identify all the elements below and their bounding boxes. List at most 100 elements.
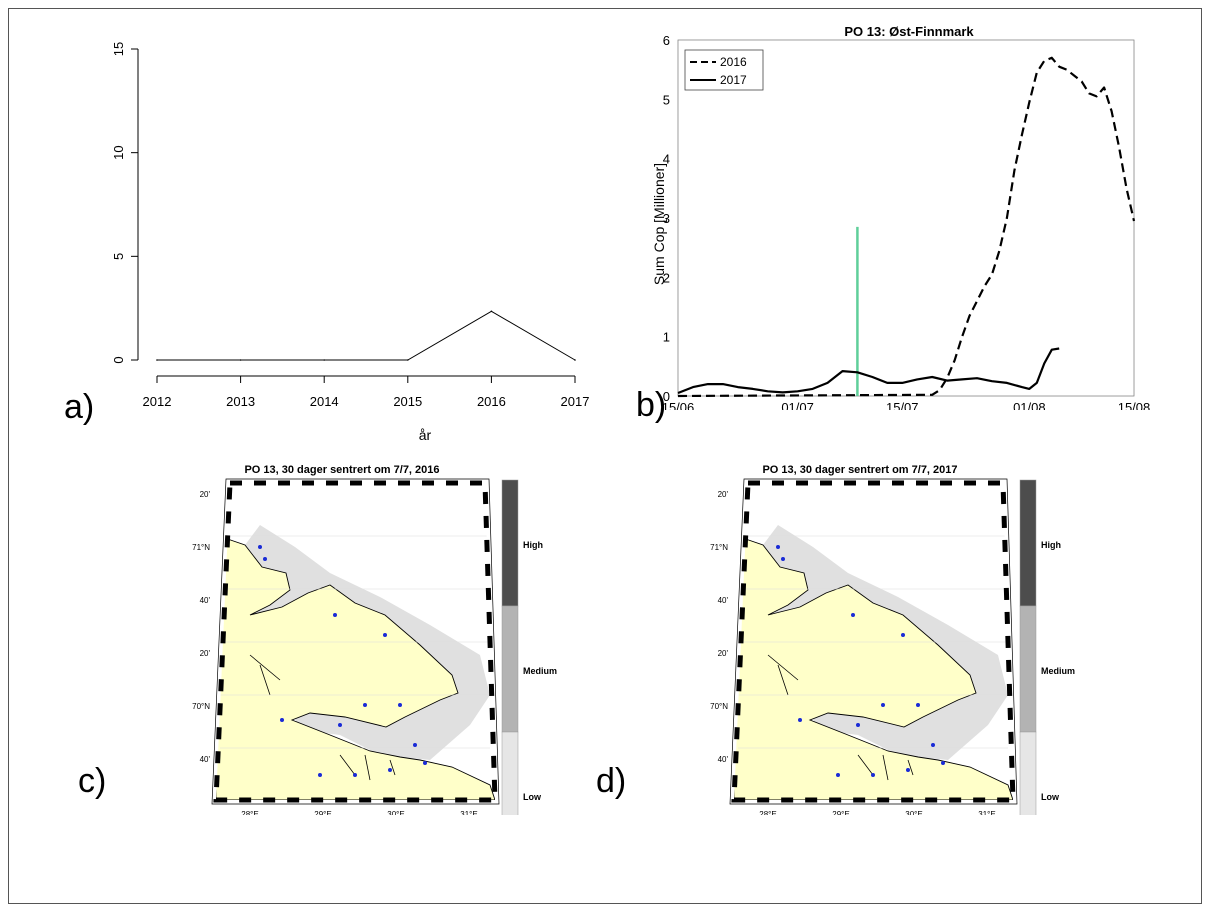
latitude-label: 71°N [192, 543, 210, 552]
station-marker [836, 773, 840, 777]
station-marker [856, 723, 860, 727]
y-tick-label: 3 [663, 211, 670, 226]
legend-label-2016: 2016 [720, 55, 747, 69]
fjord-line [249, 654, 281, 681]
colorbar-label-medium: Medium [1041, 666, 1075, 676]
station-marker [338, 723, 342, 727]
map-frame-outer [211, 478, 500, 805]
station-marker [941, 761, 945, 765]
colorbar-label-medium: Medium [523, 666, 557, 676]
fjord-line [857, 754, 874, 776]
x-tick-label: 2017 [561, 394, 590, 409]
longitude-label: 29°E [832, 810, 849, 815]
latitude-label: 40' [718, 596, 729, 605]
x-axis-label: år [419, 427, 432, 443]
longitude-label: 28°E [759, 810, 776, 815]
latitude-label: 40' [200, 596, 211, 605]
station-marker [383, 633, 387, 637]
station-marker [781, 557, 785, 561]
colorbar-label-low: Low [1041, 792, 1060, 802]
fjord-line [389, 759, 396, 776]
map-body [734, 483, 1013, 800]
longitude-label: 28°E [241, 810, 258, 815]
station-marker [388, 768, 392, 772]
colorbar-segment [501, 605, 519, 733]
y-tick-label: 4 [663, 152, 670, 167]
y-tick-label: 0 [111, 356, 126, 363]
series-line-2016 [677, 56, 1136, 398]
map-panel-c: PO 13, 30 dager sentrert om 7/7, 2016 20'… [190, 455, 570, 859]
colorbar-label-low: Low [523, 792, 542, 802]
panel-label-c: c) [78, 762, 107, 800]
panel-a: 0 5 10 15 2012 2013 2014 2015 2016 2017 år [10, 30, 610, 455]
colorbar-label-high: High [1041, 540, 1061, 550]
chart-b: PO 13: Øst-Finnmark 0 1 2 3 4 5 6 15/06 01/07 15/… [651, 24, 1150, 415]
data-point [574, 359, 576, 361]
y-tick-label: 2 [663, 270, 670, 285]
legend-label-2017: 2017 [720, 73, 747, 87]
station-marker [353, 773, 357, 777]
series-line-2017 [677, 347, 1060, 395]
x-tick-label: 2016 [477, 394, 506, 409]
station-marker [263, 557, 267, 561]
latitude-label: 70°N [710, 702, 728, 711]
data-point [239, 359, 242, 361]
map-d: PO 13, 30 dager sentrert om 7/7, 2017 20'… [710, 464, 1075, 859]
longitude-label: 30°E [905, 810, 922, 815]
longitude-label: 31°E [460, 810, 477, 815]
longitude-label: 30°E [387, 810, 404, 815]
map-frame-outer [729, 478, 1018, 805]
latitude-label: 70°N [192, 702, 210, 711]
chart-a: 0 5 10 15 2012 2013 2014 2015 2016 2017 år [111, 42, 590, 443]
fjord-line [339, 754, 356, 776]
station-marker [333, 613, 337, 617]
plot-area [677, 39, 1135, 397]
longitude-label: 31°E [978, 810, 995, 815]
colorbar-segment [501, 731, 519, 859]
y-tick-label: 10 [111, 145, 126, 159]
x-tick-label: 15/06 [662, 400, 695, 410]
station-marker [398, 703, 402, 707]
data-point [323, 359, 326, 361]
colorbar-segment [1019, 605, 1037, 733]
longitude-label: 29°E [314, 810, 331, 815]
panel-label-b: b) [636, 386, 667, 424]
station-marker [871, 773, 875, 777]
latitude-label: 20' [200, 490, 211, 499]
series-line [157, 310, 576, 361]
figure-frame [8, 8, 1202, 904]
latitude-label: 20' [718, 490, 729, 499]
y-tick-label: 1 [663, 330, 670, 345]
x-tick-label: 01/08 [1013, 400, 1046, 410]
colorbar-segment [1019, 731, 1037, 859]
chart-title: PO 13: Øst-Finnmark [844, 24, 974, 39]
map-panel-d: PO 13, 30 dager sentrert om 7/7, 2017 20'… [708, 455, 1088, 859]
map-title: PO 13, 30 dager sentrert om 7/7, 2017 [762, 464, 957, 476]
station-marker [881, 703, 885, 707]
colorbar-label-high: High [523, 540, 543, 550]
latitude-label: 20' [200, 649, 211, 658]
station-marker [776, 545, 780, 549]
fjord-line [907, 759, 914, 776]
panel-label-d: d) [596, 762, 627, 800]
panel-label-a: a) [64, 388, 95, 426]
y-axis-label: Sum Cop [Millioner] [651, 163, 667, 285]
station-marker [258, 545, 262, 549]
colorbar-segment [1019, 479, 1037, 607]
station-marker [363, 703, 367, 707]
x-tick-label: 01/07 [781, 400, 814, 410]
y-tick-label: 5 [111, 253, 126, 260]
latitude-label: 20' [718, 649, 729, 658]
data-point [407, 359, 409, 361]
y-tick-label: 15 [111, 42, 126, 56]
station-marker [413, 743, 417, 747]
station-marker [280, 718, 284, 722]
data-point [156, 359, 158, 361]
x-tick-label: 2012 [143, 394, 172, 409]
x-tick-label: 15/07 [886, 400, 919, 410]
fjord-line [777, 664, 789, 696]
y-tick-label: 5 [663, 92, 670, 107]
station-marker [423, 761, 427, 765]
station-marker [318, 773, 322, 777]
station-marker [906, 768, 910, 772]
